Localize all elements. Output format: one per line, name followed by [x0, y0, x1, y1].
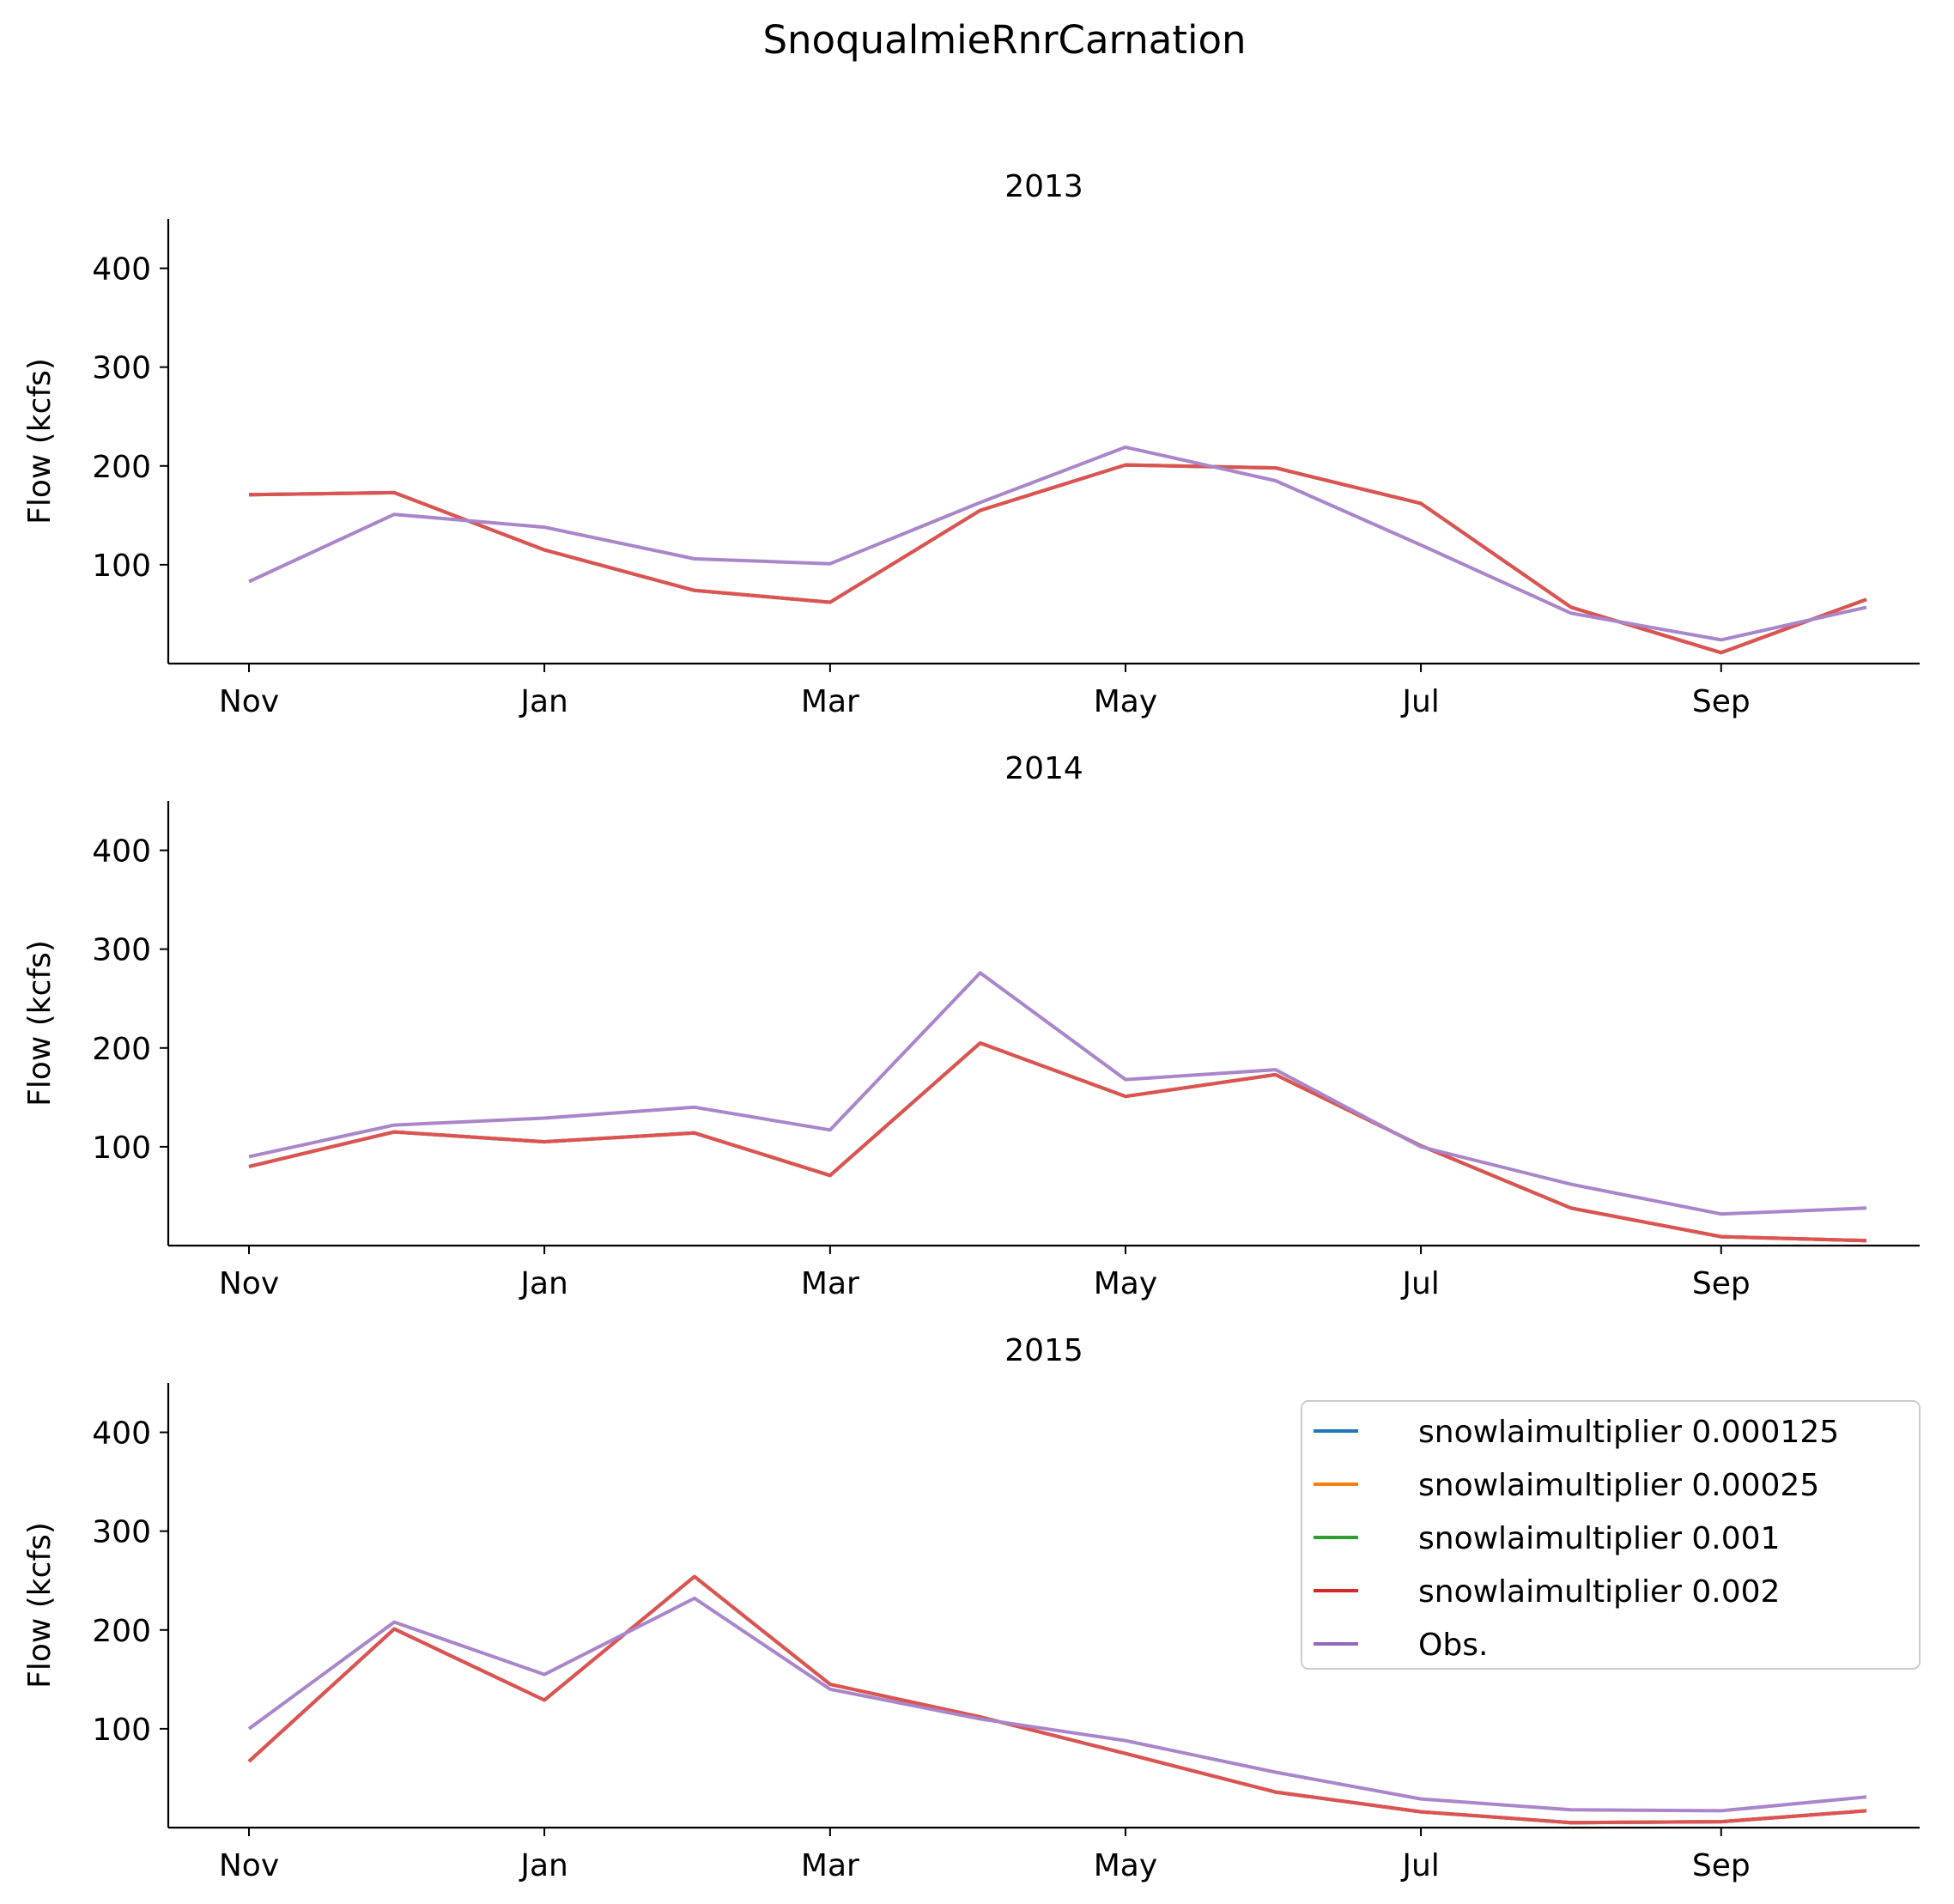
y-axis-label: Flow (kcfs): [22, 358, 58, 525]
legend-frame: [1301, 1400, 1921, 1670]
x-tick-label: Mar: [801, 684, 859, 719]
y-tick-label: 100: [92, 549, 151, 584]
legend-entry: snowlaimultiplier 0.000125: [1418, 1415, 1839, 1450]
panel-title: 2013: [1004, 169, 1083, 204]
x-tick-label: Jul: [1400, 1266, 1439, 1301]
series-line-obs-: [247, 1596, 1867, 1813]
y-tick-label: 100: [92, 1131, 151, 1166]
y-tick-label: 200: [92, 1614, 151, 1649]
x-tick-label: Jan: [519, 1848, 568, 1883]
panel-2014: 2014 Flow (kcfs) 100 200 300 400 Nov Jan Mar May J…: [22, 751, 1920, 1301]
y-tick-label: 300: [92, 1515, 151, 1550]
y-tick-label: 300: [92, 351, 151, 386]
x-tick-label: May: [1094, 1266, 1157, 1301]
x-tick-label: Sep: [1692, 1848, 1751, 1883]
legend-entry: snowlaimultiplier 0.002: [1418, 1574, 1780, 1610]
series-line-snowlaimultiplier-0-002: [247, 1574, 1867, 1825]
panel-2013: 2013 Flow (kcfs) 100 200 300 400 Nov Jan Mar May J…: [22, 169, 1920, 719]
series-line-obs-: [248, 971, 1867, 1216]
x-tick-label: Jul: [1400, 1848, 1439, 1883]
legend-entry: snowlaimultiplier 0.001: [1418, 1521, 1780, 1556]
x-tick-label: Jan: [519, 684, 568, 719]
y-tick-label: 400: [92, 252, 151, 288]
y-tick-label: 100: [92, 1713, 151, 1748]
figure-title: SnoqualmieRnrCarnation: [762, 17, 1246, 63]
y-tick-label: 200: [92, 1032, 151, 1067]
x-tick-label: Mar: [801, 1848, 859, 1883]
y-axis-label: Flow (kcfs): [22, 1522, 58, 1689]
legend-entry: Obs.: [1418, 1628, 1488, 1663]
series-line-obs-: [248, 445, 1867, 642]
series-line-snowlaimultiplier-0-002: [248, 463, 1867, 655]
x-tick-label: May: [1094, 1848, 1157, 1883]
y-tick-label: 400: [92, 834, 151, 870]
x-tick-label: Nov: [219, 1266, 279, 1301]
y-axis-label: Flow (kcfs): [22, 940, 58, 1107]
legend-entry: snowlaimultiplier 0.00025: [1418, 1468, 1819, 1503]
x-tick-label: Nov: [219, 1848, 279, 1883]
x-tick-label: Jul: [1400, 684, 1439, 719]
panel-title: 2014: [1004, 751, 1083, 786]
series-line-snowlaimultiplier-0-002: [248, 1041, 1867, 1243]
x-tick-label: Jan: [519, 1266, 568, 1301]
y-tick-label: 300: [92, 933, 151, 968]
y-tick-label: 200: [92, 450, 151, 485]
panel-title: 2015: [1004, 1333, 1083, 1368]
x-tick-label: Sep: [1692, 1266, 1751, 1301]
x-tick-label: May: [1094, 684, 1157, 719]
y-tick-label: 400: [92, 1416, 151, 1452]
panel-2015: 2015 Flow (kcfs) 100 200 300 400 Nov Jan Mar May J…: [22, 1333, 1921, 1883]
x-tick-label: Sep: [1692, 684, 1751, 719]
x-tick-label: Nov: [219, 684, 279, 719]
legend: snowlaimultiplier 0.000125 snowlaimultipl…: [1301, 1400, 1921, 1670]
x-tick-label: Mar: [801, 1266, 859, 1301]
